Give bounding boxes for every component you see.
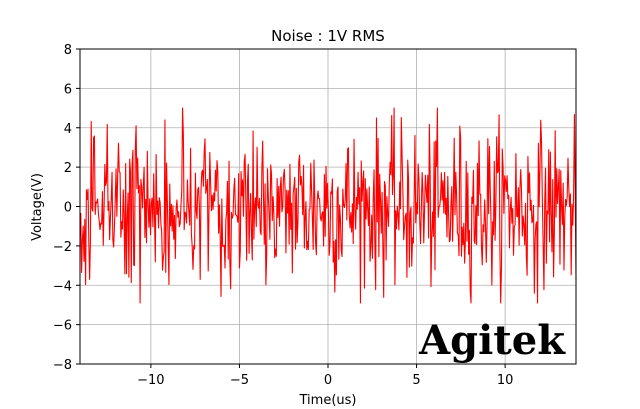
x-tick-label: −5 <box>230 373 249 388</box>
y-tick-label: 4 <box>64 122 72 137</box>
agitek-watermark: Agitek <box>418 317 566 364</box>
chart-title: Noise : 1V RMS <box>271 27 385 45</box>
y-tick-label: −6 <box>53 319 72 334</box>
y-tick-label: −8 <box>53 358 72 373</box>
x-axis-label: Time(us) <box>299 393 357 408</box>
y-tick-label: 2 <box>64 161 72 176</box>
series-group <box>79 107 577 304</box>
y-axis: −8 −6 −4 −2 0 2 4 6 8 <box>53 43 80 373</box>
y-tick-label: −4 <box>53 279 72 294</box>
x-tick-label: 5 <box>412 373 420 388</box>
x-tick-label: −10 <box>137 373 164 388</box>
y-axis-label: Voltage(V) <box>30 173 45 241</box>
x-tick-label: 10 <box>497 373 514 388</box>
y-tick-label: −2 <box>53 240 72 255</box>
noise-series-line <box>79 107 577 304</box>
x-axis: −10 −5 0 5 10 <box>137 364 513 388</box>
y-tick-label: 6 <box>64 82 72 97</box>
y-tick-label: 0 <box>64 201 72 216</box>
x-tick-label: 0 <box>324 373 332 388</box>
y-tick-label: 8 <box>64 43 72 58</box>
